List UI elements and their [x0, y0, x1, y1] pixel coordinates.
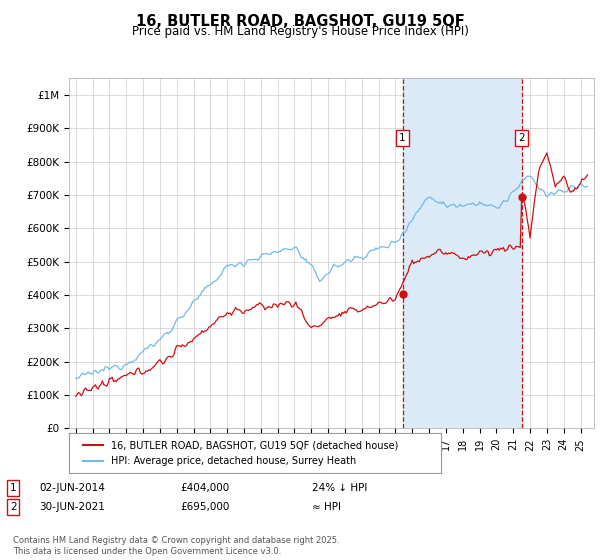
Text: 24% ↓ HPI: 24% ↓ HPI [312, 483, 367, 493]
Text: Price paid vs. HM Land Registry's House Price Index (HPI): Price paid vs. HM Land Registry's House … [131, 25, 469, 38]
Bar [403, 78, 521, 428]
Legend: 16, BUTLER ROAD, BAGSHOT, GU19 5QF (detached house), HPI: Average price, detache: 16, BUTLER ROAD, BAGSHOT, GU19 5QF (deta… [79, 436, 402, 470]
Text: 2: 2 [10, 502, 17, 512]
Text: 1: 1 [10, 483, 17, 493]
Text: £404,000: £404,000 [180, 483, 229, 493]
Text: 2: 2 [518, 133, 525, 143]
Text: 16, BUTLER ROAD, BAGSHOT, GU19 5QF: 16, BUTLER ROAD, BAGSHOT, GU19 5QF [136, 14, 464, 29]
Text: 30-JUN-2021: 30-JUN-2021 [39, 502, 105, 512]
Text: 02-JUN-2014: 02-JUN-2014 [39, 483, 105, 493]
Text: 1: 1 [399, 133, 406, 143]
Text: Contains HM Land Registry data © Crown copyright and database right 2025.
This d: Contains HM Land Registry data © Crown c… [13, 536, 340, 556]
Text: ≈ HPI: ≈ HPI [312, 502, 341, 512]
Text: £695,000: £695,000 [180, 502, 229, 512]
